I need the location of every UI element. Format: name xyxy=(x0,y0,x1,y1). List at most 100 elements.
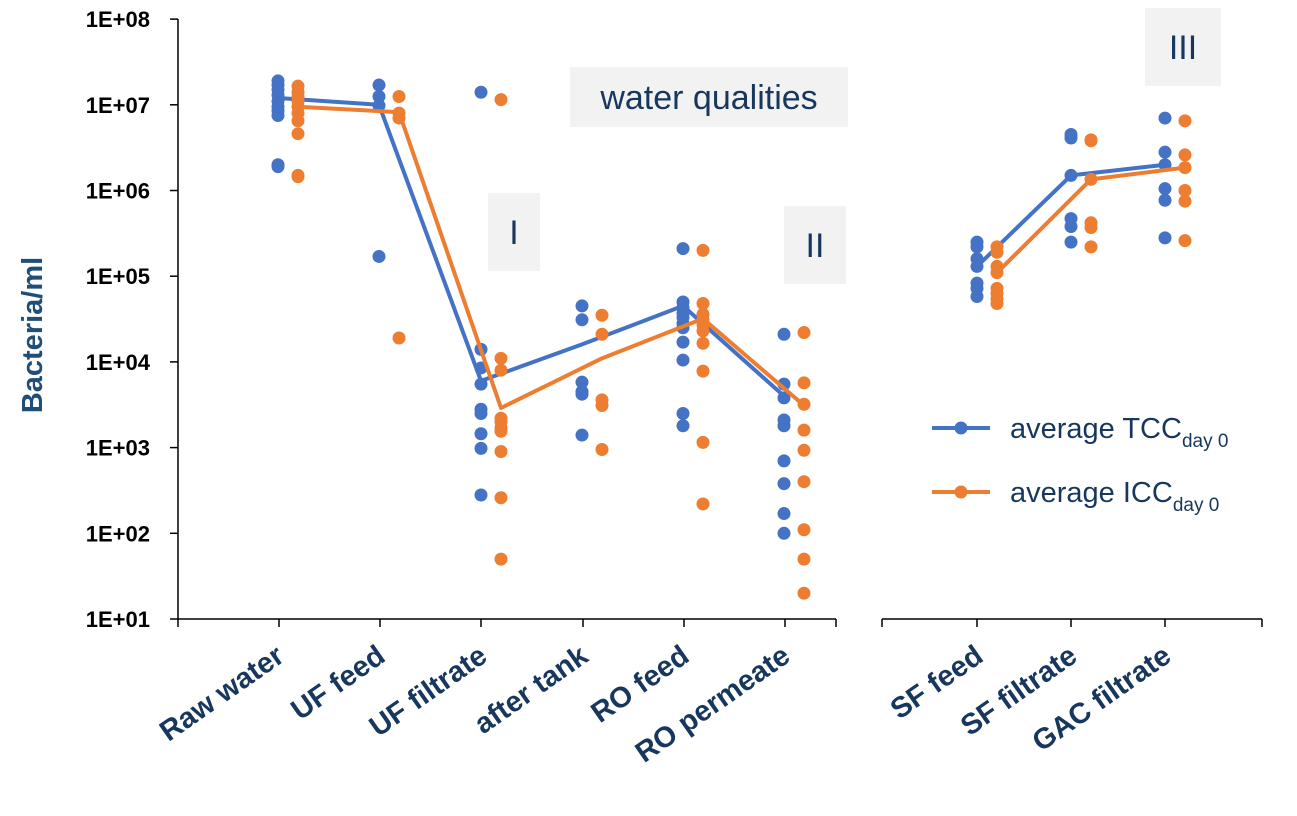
data-point xyxy=(474,441,488,455)
annotation-box xyxy=(1145,8,1221,86)
x-category-label: Raw water xyxy=(154,640,290,748)
data-point xyxy=(494,93,508,107)
legend-label-subscript: day 0 xyxy=(1182,431,1228,452)
data-point xyxy=(1158,145,1172,159)
data-point xyxy=(595,398,609,412)
data-point xyxy=(392,331,406,345)
data-point xyxy=(575,375,589,389)
data-point xyxy=(970,289,984,303)
data-point xyxy=(494,445,508,459)
y-tick-label: 1E+02 xyxy=(86,521,150,546)
data-point xyxy=(696,297,710,311)
data-point xyxy=(595,308,609,322)
data-point xyxy=(797,376,811,390)
data-point xyxy=(696,336,710,350)
data-point xyxy=(970,240,984,254)
annotation-label: II xyxy=(806,227,825,265)
data-point xyxy=(990,297,1004,311)
data-point xyxy=(291,127,305,141)
data-point xyxy=(474,427,488,441)
data-point xyxy=(1178,114,1192,128)
legend-label-subscript: day 0 xyxy=(1173,495,1219,516)
legend-label: average ICCday 0 xyxy=(1010,477,1219,516)
data-point xyxy=(676,353,690,367)
data-point xyxy=(676,419,690,433)
data-point xyxy=(474,85,488,99)
data-point xyxy=(797,423,811,437)
data-point xyxy=(595,327,609,341)
data-point xyxy=(797,586,811,600)
data-point xyxy=(392,89,406,103)
data-point xyxy=(696,435,710,449)
data-point xyxy=(676,242,690,256)
data-point xyxy=(1178,184,1192,197)
y-tick-label: 1E+05 xyxy=(86,264,150,289)
data-point xyxy=(1084,134,1098,148)
axes: 1E+01 1E+02 1E+03 1E+04 1E+05 1E+06 1E+07 1E+08 xyxy=(86,7,1263,632)
data-point xyxy=(777,507,791,521)
data-point xyxy=(797,523,811,537)
data-point xyxy=(1158,111,1172,125)
data-point xyxy=(990,245,1004,259)
average-line xyxy=(975,162,1166,268)
data-point xyxy=(1064,131,1078,145)
data-point xyxy=(696,243,710,257)
data-point xyxy=(1158,231,1172,245)
legend-label: average TCCday 0 xyxy=(1010,413,1228,452)
data-point xyxy=(1064,220,1078,234)
y-tick-label: 1E+04 xyxy=(86,350,151,375)
data-point xyxy=(696,497,710,511)
y-tick-label: 1E+07 xyxy=(86,93,150,118)
chart-marks xyxy=(271,74,1192,600)
data-point xyxy=(797,475,811,489)
y-tick-label: 1E+08 xyxy=(86,7,150,32)
data-point xyxy=(575,428,589,442)
data-point xyxy=(696,324,710,338)
data-point xyxy=(797,552,811,566)
annotation-box xyxy=(570,67,848,127)
data-point xyxy=(676,406,690,420)
data-point xyxy=(1158,182,1172,196)
data-point xyxy=(777,526,791,540)
annotation-label: III xyxy=(1169,29,1197,67)
data-point xyxy=(575,313,589,327)
data-point xyxy=(372,89,386,103)
data-point xyxy=(291,170,305,184)
data-point xyxy=(777,454,791,468)
data-point xyxy=(1084,240,1098,254)
data-point xyxy=(494,552,508,566)
data-point xyxy=(271,160,285,174)
legend-marker xyxy=(954,421,968,435)
data-point xyxy=(1064,235,1078,249)
data-point xyxy=(474,406,488,420)
data-point xyxy=(1178,148,1192,162)
legend-marker xyxy=(954,485,968,499)
data-point xyxy=(575,299,589,313)
data-point xyxy=(291,114,305,128)
annotation-box xyxy=(784,206,846,284)
data-point xyxy=(777,477,791,491)
data-point xyxy=(1178,234,1192,248)
data-point xyxy=(1178,194,1192,208)
data-point xyxy=(474,488,488,502)
data-point xyxy=(575,387,589,401)
legend-label-main: average TCC xyxy=(1010,413,1182,445)
x-category-label: after tank xyxy=(469,639,595,741)
data-point xyxy=(676,335,690,349)
legend-label-main: average ICC xyxy=(1010,477,1173,509)
data-point xyxy=(777,419,791,433)
data-point xyxy=(1158,193,1172,207)
data-point xyxy=(797,326,811,340)
y-axis-label: Bacteria/ml xyxy=(17,257,49,413)
data-point xyxy=(494,351,508,365)
data-point xyxy=(494,363,508,377)
data-point xyxy=(372,249,386,263)
average-line xyxy=(995,165,1186,275)
y-tick-label: 1E+03 xyxy=(86,436,150,461)
y-tick-label: 1E+06 xyxy=(86,179,150,204)
data-point xyxy=(1084,221,1098,235)
data-point xyxy=(494,491,508,505)
